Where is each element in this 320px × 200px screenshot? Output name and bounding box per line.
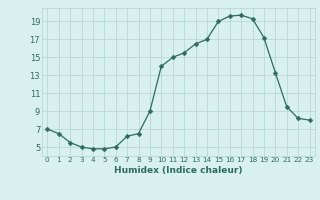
- X-axis label: Humidex (Indice chaleur): Humidex (Indice chaleur): [114, 166, 243, 175]
